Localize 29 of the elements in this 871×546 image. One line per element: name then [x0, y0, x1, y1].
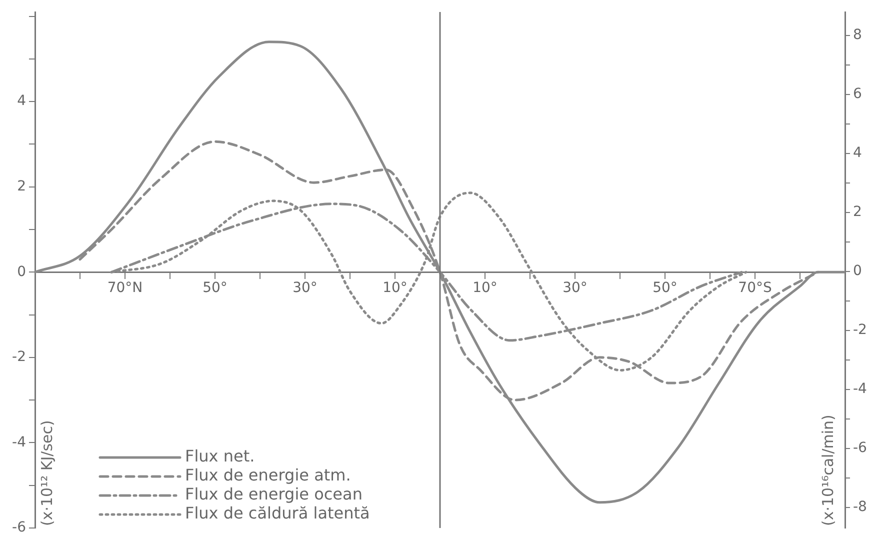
y-tick-label: 4 — [17, 93, 26, 110]
x-tick-label: 30° — [562, 280, 588, 296]
y2-tick-label: -8 — [853, 499, 867, 515]
x-tick-label: 30° — [292, 280, 318, 296]
legend-label: Flux de energie ocean — [185, 484, 362, 504]
y2-tick-label: -4 — [853, 381, 868, 398]
y2-tick-label: 2 — [853, 204, 862, 220]
y2-tick-label: 6 — [853, 86, 862, 102]
y2-axis-title: (x·10¹⁶cal/min) — [818, 414, 837, 526]
x-tick-label: 50° — [652, 280, 678, 296]
y-tick-label: -6 — [12, 520, 26, 536]
legend-label: Flux de căldură latentă — [185, 504, 370, 523]
y2-tick-label: 0 — [853, 263, 862, 280]
x-tick-label: 10° — [382, 280, 408, 296]
x-tick-label: 70°S — [738, 280, 772, 296]
y2-tick-label: -2 — [853, 322, 867, 338]
x-tick-label: 10° — [472, 280, 498, 296]
y2-tick-label: -6 — [853, 440, 868, 456]
y-axis-title: (x·10¹² KJ/sec) — [38, 420, 56, 526]
y-tick-label: -4 — [12, 434, 26, 450]
y-tick-label: 2 — [17, 178, 26, 194]
y2-tick-label: 8 — [853, 27, 862, 44]
x-tick-label: 70°N — [107, 280, 143, 296]
x-tick-label: 50° — [202, 280, 228, 296]
y-tick-label: -2 — [12, 349, 26, 366]
legend-label: Flux net. — [185, 446, 255, 466]
y2-tick-label: 4 — [853, 145, 862, 162]
legend-label: Flux de energie atm. — [185, 466, 351, 485]
y-tick-label: 0 — [17, 264, 26, 280]
